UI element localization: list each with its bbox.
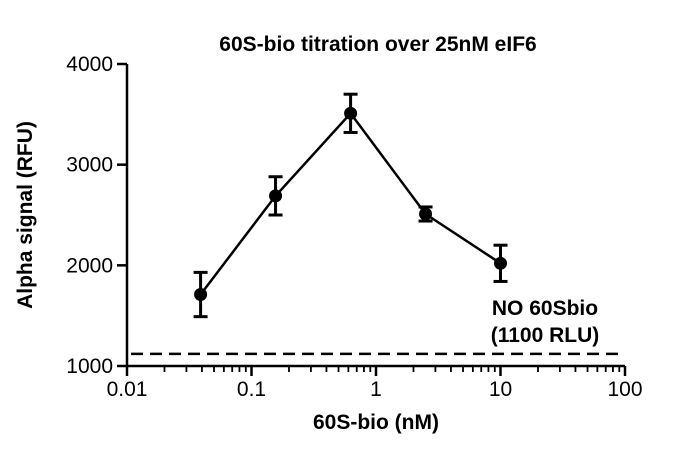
series-line [199, 111, 502, 296]
x-tick-label: 1 [370, 378, 382, 401]
data-point [344, 106, 358, 120]
data-point [269, 189, 283, 203]
data-point [419, 207, 433, 221]
y-axis-ticks: 1000 2000 3000 4000 [66, 53, 127, 378]
x-tick-label: 0.01 [107, 378, 148, 401]
y-tick-label: 4000 [66, 53, 113, 76]
y-axis-label: Alpha signal (RFU) [14, 121, 37, 309]
y-tick-label: 2000 [66, 254, 113, 277]
x-axis-ticks: 0.01 0.1 1 10 100 [107, 366, 643, 401]
chart-title: 60S-bio titration over 25nM eIF6 [219, 33, 536, 56]
data-point [194, 288, 208, 302]
x-tick-label: 100 [607, 378, 642, 401]
reference-label-line1: NO 60Sbio [492, 297, 598, 320]
y-tick-label: 3000 [66, 154, 113, 177]
y-tick-label: 1000 [66, 355, 113, 378]
x-tick-label: 0.1 [237, 378, 266, 401]
data-point [494, 256, 507, 270]
x-tick-label: 10 [489, 378, 512, 401]
x-axis-label: 60S-bio (nM) [313, 411, 439, 434]
reference-label-line2: (1100 RLU) [491, 324, 600, 347]
series-layer [193, 92, 508, 319]
